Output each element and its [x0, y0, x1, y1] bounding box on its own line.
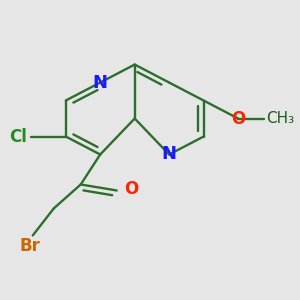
Text: N: N: [93, 74, 108, 92]
Text: Cl: Cl: [9, 128, 27, 146]
Text: O: O: [124, 180, 138, 198]
Text: CH₃: CH₃: [267, 111, 295, 126]
Text: N: N: [162, 146, 177, 164]
Text: O: O: [232, 110, 246, 128]
Text: Br: Br: [19, 237, 40, 255]
